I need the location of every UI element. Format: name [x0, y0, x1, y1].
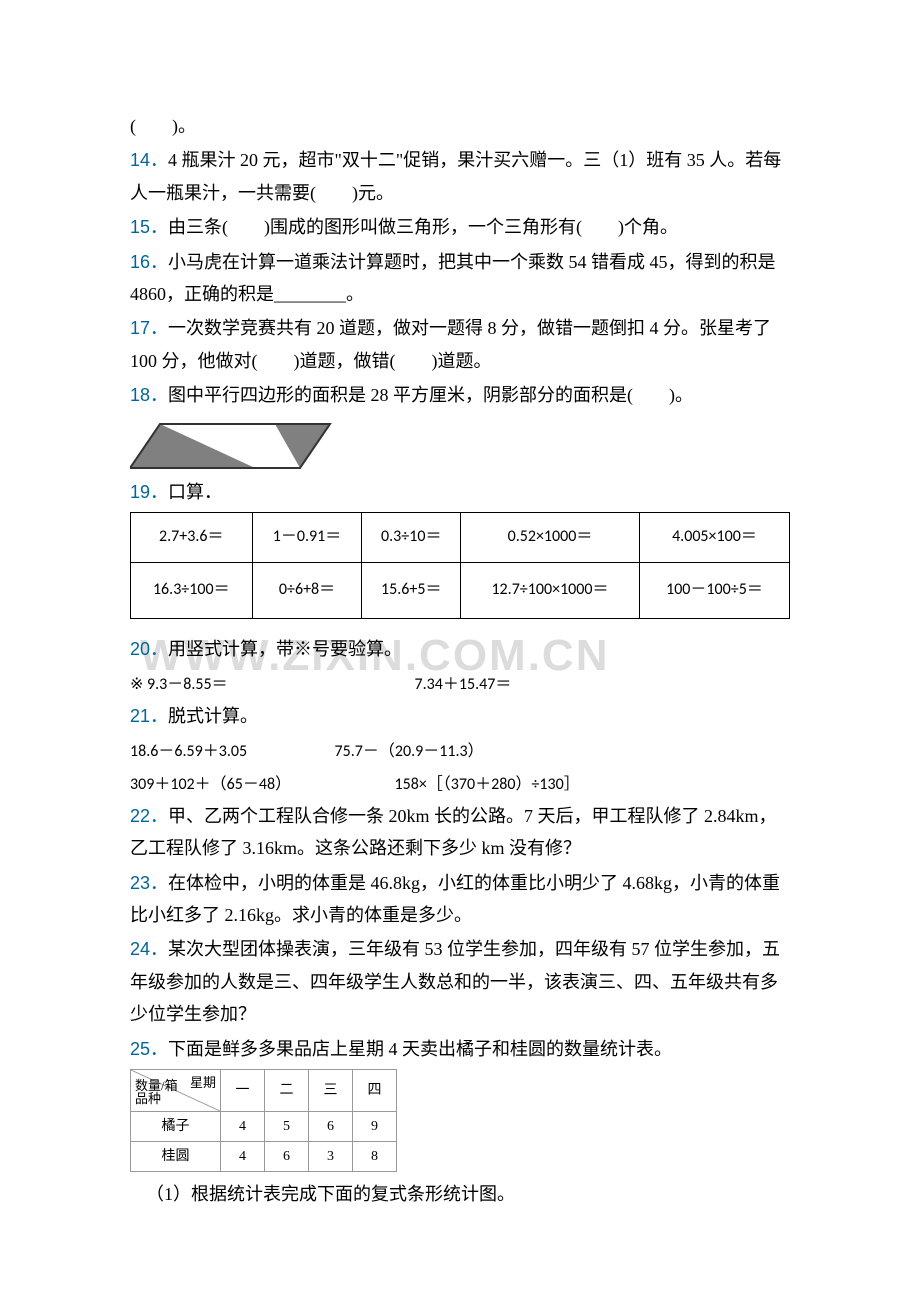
- q25-sub1: （1）根据统计表完成下面的复式条形统计图。: [130, 1178, 790, 1210]
- stats-day-header: 一: [221, 1070, 265, 1112]
- calc-cell: 15.6+5＝: [362, 562, 461, 618]
- q22-num: 22．: [130, 806, 168, 826]
- question-16: 16．小马虎在计算一道乘法计算题时，把其中一个乘数 54 错看成 45，得到的积…: [130, 246, 790, 311]
- q17-text: 一次数学竞赛共有 20 道题，做对一题得 8 分，做错一题倒扣 4 分。张星考了…: [130, 318, 771, 370]
- q21-row1: 18.6－6.59＋3.05 75.7－（20.9－11.3）: [130, 734, 790, 767]
- stats-table: 星期数量/箱品种一二三四橘子4569桂圆4638: [130, 1069, 397, 1172]
- calc-cell: 2.7+3.6＝: [131, 512, 253, 562]
- calc-cell: 16.3÷100＝: [131, 562, 253, 618]
- stats-row-label: 桂圆: [131, 1142, 221, 1172]
- question-21: 21．脱式计算。: [130, 700, 790, 732]
- q25-num: 25．: [130, 1039, 168, 1059]
- question-19: 19．口算．: [130, 476, 790, 508]
- q14-num: 14．: [130, 150, 168, 170]
- stats-cell: 6: [265, 1142, 309, 1172]
- stats-cell: 5: [265, 1112, 309, 1142]
- q21-r2-b: 158×［（370＋280）÷130］: [395, 771, 580, 800]
- q20-expr-a: ※ 9.3－8.55＝: [130, 671, 410, 700]
- q21-row2: 309＋102＋（65－48） 158×［（370＋280）÷130］: [130, 767, 790, 800]
- q23-text: 在体检中，小明的体重是 46.8kg，小红的体重比小明少了 4.68kg，小青的…: [130, 873, 780, 925]
- q21-r1-a: 18.6－6.59＋3.05: [130, 738, 330, 767]
- q15-num: 15．: [130, 217, 168, 237]
- q21-text: 脱式计算。: [168, 706, 258, 726]
- stats-corner-cell: 星期数量/箱品种: [131, 1070, 221, 1112]
- calc-cell: 12.7÷100×1000＝: [461, 562, 640, 618]
- question-22: 22．甲、乙两个工程队合修一条 20km 长的公路。7 天后，甲工程队修了 2.…: [130, 800, 790, 865]
- stats-cell: 6: [309, 1112, 353, 1142]
- q13-tail: ( )。: [130, 110, 790, 142]
- calc-cell: 0.3÷10＝: [362, 512, 461, 562]
- q22-text: 甲、乙两个工程队合修一条 20km 长的公路。7 天后，甲工程队修了 2.84k…: [130, 806, 777, 858]
- calc-table: 2.7+3.6＝1－0.91＝0.3÷10＝0.52×1000＝4.005×10…: [130, 512, 790, 619]
- calc-cell: 1－0.91＝: [252, 512, 362, 562]
- q21-num: 21．: [130, 706, 168, 726]
- question-23: 23．在体检中，小明的体重是 46.8kg，小红的体重比小明少了 4.68kg，…: [130, 867, 790, 932]
- q14-text: 4 瓶果汁 20 元，超市"双十二"促销，果汁买六赠一。三（1）班有 35 人。…: [130, 150, 781, 202]
- q20-exprs: ※ 9.3－8.55＝ 7.34＋15.47＝: [130, 667, 790, 700]
- question-17: 17．一次数学竞赛共有 20 道题，做对一题得 8 分，做错一题倒扣 4 分。张…: [130, 312, 790, 377]
- stats-cell: 9: [353, 1112, 397, 1142]
- stats-cell: 4: [221, 1142, 265, 1172]
- parallelogram-figure: [130, 416, 350, 476]
- stats-day-header: 二: [265, 1070, 309, 1112]
- stats-cell: 4: [221, 1112, 265, 1142]
- q25-text: 下面是鲜多多果品店上星期 4 天卖出橘子和桂圆的数量统计表。: [168, 1039, 672, 1059]
- question-18: 18．图中平行四边形的面积是 28 平方厘米，阴影部分的面积是( )。: [130, 379, 790, 411]
- q23-num: 23．: [130, 873, 168, 893]
- q18-text: 图中平行四边形的面积是 28 平方厘米，阴影部分的面积是( )。: [168, 385, 693, 405]
- calc-cell: 4.005×100＝: [639, 512, 789, 562]
- q16-num: 16．: [130, 252, 168, 272]
- q15-text: 由三条( )围成的图形叫做三角形，一个三角形有( )个角。: [168, 217, 678, 237]
- q19-text: 口算．: [168, 482, 222, 502]
- q24-text: 某次大型团体操表演，三年级有 53 位学生参加，四年级有 57 位学生参加，五年…: [130, 939, 780, 1024]
- calc-cell: 0÷6+8＝: [252, 562, 362, 618]
- q20-expr-b: 7.34＋15.47＝: [415, 671, 512, 700]
- question-20: 20．用竖式计算，带※号要验算。: [130, 633, 790, 665]
- calc-cell: 0.52×1000＝: [461, 512, 640, 562]
- q17-num: 17．: [130, 318, 168, 338]
- q16-text: 小马虎在计算一道乘法计算题时，把其中一个乘数 54 错看成 45，得到的积是 4…: [130, 252, 776, 304]
- stats-day-header: 三: [309, 1070, 353, 1112]
- question-24: 24．某次大型团体操表演，三年级有 53 位学生参加，四年级有 57 位学生参加…: [130, 933, 790, 1030]
- question-15: 15．由三条( )围成的图形叫做三角形，一个三角形有( )个角。: [130, 211, 790, 243]
- question-14: 14．4 瓶果汁 20 元，超市"双十二"促销，果汁买六赠一。三（1）班有 35…: [130, 144, 790, 209]
- calc-cell: 100－100÷5＝: [639, 562, 789, 618]
- q21-r1-b: 75.7－（20.9－11.3）: [335, 738, 484, 767]
- question-25: 25．下面是鲜多多果品店上星期 4 天卖出橘子和桂圆的数量统计表。: [130, 1033, 790, 1065]
- q18-num: 18．: [130, 385, 168, 405]
- document-content: ( )。 14．4 瓶果汁 20 元，超市"双十二"促销，果汁买六赠一。三（1）…: [130, 110, 790, 1211]
- q20-num: 20．: [130, 639, 168, 659]
- q21-r2-a: 309＋102＋（65－48）: [130, 771, 390, 800]
- stats-day-header: 四: [353, 1070, 397, 1112]
- stats-cell: 3: [309, 1142, 353, 1172]
- stats-cell: 8: [353, 1142, 397, 1172]
- stats-row-label: 橘子: [131, 1112, 221, 1142]
- q19-num: 19．: [130, 482, 168, 502]
- q24-num: 24．: [130, 939, 168, 959]
- q20-text: 用竖式计算，带※号要验算。: [168, 639, 402, 659]
